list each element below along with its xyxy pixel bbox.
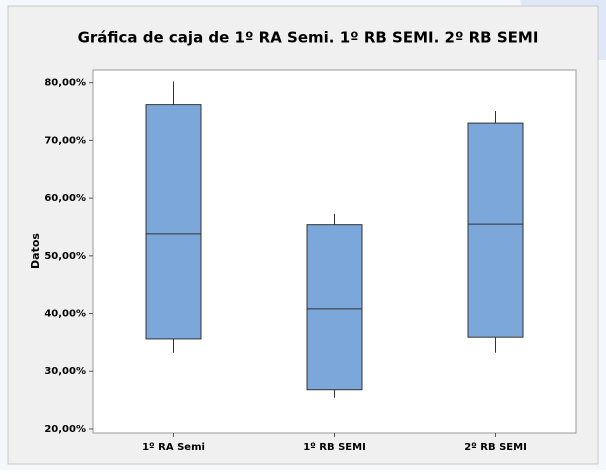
y-tick-label: 40,00%	[44, 309, 86, 320]
y-tick-label: 20,00%	[44, 424, 86, 435]
box	[306, 224, 363, 391]
y-tick-label: 60,00%	[44, 193, 86, 204]
x-tick-label: 1º RB SEMI	[303, 442, 366, 453]
y-tick-label: 70,00%	[44, 135, 86, 146]
y-axis-label: Datos	[29, 233, 42, 269]
y-tick-label: 30,00%	[44, 366, 86, 377]
box	[145, 104, 202, 340]
box	[467, 122, 524, 338]
x-tick-label: 1º RA Semi	[142, 442, 205, 453]
chart-title: Gráfica de caja de 1º RA Semi. 1º RB SEM…	[78, 29, 539, 47]
y-tick-label: 50,00%	[44, 251, 86, 262]
x-tick-label: 2º RB SEMI	[464, 442, 527, 453]
y-tick-label: 80,00%	[44, 78, 86, 89]
